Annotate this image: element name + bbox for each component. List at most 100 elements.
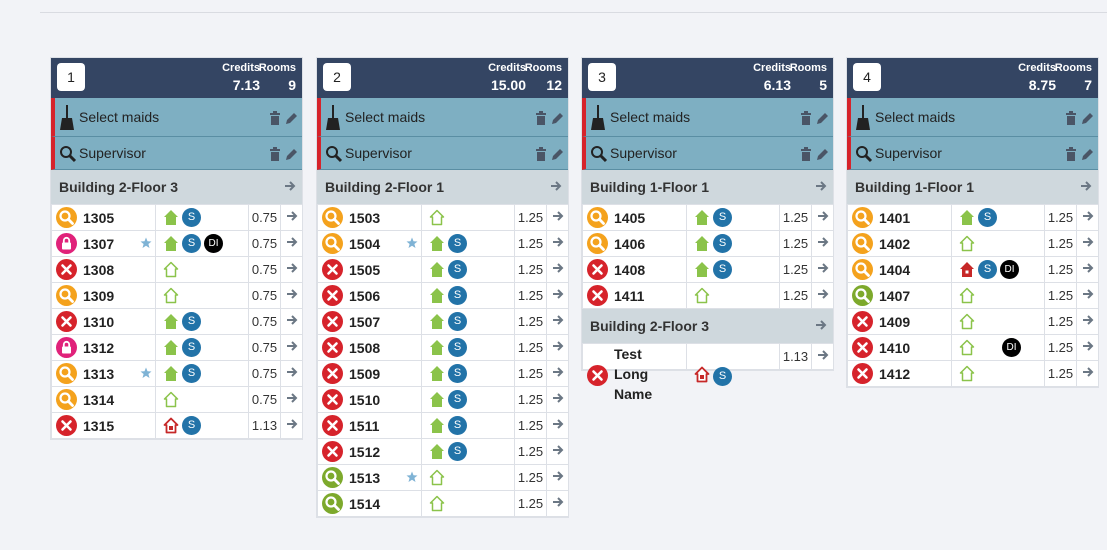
dirty-status-icon[interactable] xyxy=(587,259,608,280)
arrow-right-icon[interactable] xyxy=(1076,204,1099,231)
room-cell[interactable]: 1410 xyxy=(847,334,952,361)
inspect-status-icon[interactable] xyxy=(322,207,343,228)
room-cell[interactable]: 1514 xyxy=(317,490,422,517)
room-cell[interactable]: 1309 xyxy=(51,282,156,309)
room-status-cell[interactable]: S xyxy=(686,204,780,231)
supervisor-row[interactable]: Supervisor xyxy=(317,137,568,170)
dirty-status-icon[interactable] xyxy=(322,337,343,358)
room-cell[interactable]: 1504 xyxy=(317,230,422,257)
dirty-status-icon[interactable] xyxy=(852,311,873,332)
room-cell[interactable]: 1402 xyxy=(847,230,952,257)
room-status-cell[interactable] xyxy=(686,282,780,309)
room-row[interactable]: 1408 S 1.25 xyxy=(582,256,834,283)
arrow-right-icon[interactable] xyxy=(546,308,569,335)
arrow-right-icon[interactable] xyxy=(546,204,569,231)
room-row[interactable]: 1410 DI 1.25 xyxy=(847,334,1099,361)
room-status-cell[interactable]: S xyxy=(686,230,780,257)
room-status-cell[interactable]: S xyxy=(686,256,780,283)
arrow-right-icon[interactable] xyxy=(546,464,569,491)
arrow-right-icon[interactable] xyxy=(546,412,569,439)
trash-icon[interactable] xyxy=(269,147,281,162)
arrow-right-icon[interactable] xyxy=(811,204,834,231)
room-status-cell[interactable] xyxy=(951,282,1045,309)
pencil-icon[interactable] xyxy=(551,148,564,161)
inspect-status-icon[interactable] xyxy=(56,207,77,228)
room-status-cell[interactable] xyxy=(421,490,515,517)
room-cell[interactable]: 1409 xyxy=(847,308,952,335)
room-status-cell[interactable]: S xyxy=(421,386,515,413)
room-cell[interactable]: 1510 xyxy=(317,386,422,413)
room-status-cell[interactable]: S xyxy=(421,308,515,335)
inspect-status-icon[interactable] xyxy=(852,207,873,228)
arrow-right-icon[interactable] xyxy=(280,360,303,387)
room-cell[interactable]: 1407 xyxy=(847,282,952,309)
building-header[interactable]: Building 2-Floor 1 xyxy=(317,170,568,204)
room-cell[interactable]: 1307 xyxy=(51,230,156,257)
clean-status-icon[interactable] xyxy=(852,285,873,306)
room-row[interactable]: 1513 1.25 xyxy=(317,464,569,491)
room-cell[interactable]: 1508 xyxy=(317,334,422,361)
trash-icon[interactable] xyxy=(1065,147,1077,162)
room-cell[interactable]: 1312 xyxy=(51,334,156,361)
arrow-right-icon[interactable] xyxy=(546,256,569,283)
room-cell[interactable]: 1509 xyxy=(317,360,422,387)
arrow-right-icon[interactable] xyxy=(546,282,569,309)
dirty-status-icon[interactable] xyxy=(852,363,873,384)
room-cell[interactable]: 1401 xyxy=(847,204,952,231)
arrow-right-icon[interactable] xyxy=(546,334,569,361)
arrow-right-icon[interactable] xyxy=(1076,334,1099,361)
room-row[interactable]: 1510 S 1.25 xyxy=(317,386,569,413)
arrow-right-icon[interactable] xyxy=(1076,230,1099,257)
building-header[interactable]: Building 1-Floor 1 xyxy=(847,170,1098,204)
dirty-status-icon[interactable] xyxy=(322,415,343,436)
arrow-right-icon[interactable] xyxy=(811,343,834,370)
room-row[interactable]: 1509 S 1.25 xyxy=(317,360,569,387)
dirty-status-icon[interactable] xyxy=(322,389,343,410)
room-cell[interactable]: 1505 xyxy=(317,256,422,283)
trash-icon[interactable] xyxy=(269,111,281,126)
trash-icon[interactable] xyxy=(800,111,812,126)
arrow-right-icon[interactable] xyxy=(546,438,569,465)
room-row[interactable]: 1312 S 0.75 xyxy=(51,334,303,361)
arrow-right-icon[interactable] xyxy=(280,256,303,283)
room-row[interactable]: 1315 S 1.13 xyxy=(51,412,303,439)
room-cell[interactable]: 1506 xyxy=(317,282,422,309)
room-row[interactable]: 1508 S 1.25 xyxy=(317,334,569,361)
room-row[interactable]: 1309 0.75 xyxy=(51,282,303,309)
pencil-icon[interactable] xyxy=(551,112,564,125)
room-row[interactable]: 1407 1.25 xyxy=(847,282,1099,309)
room-row[interactable]: 1411 1.25 xyxy=(582,282,834,309)
room-cell[interactable]: 1503 xyxy=(317,204,422,231)
arrow-right-icon[interactable] xyxy=(1076,282,1099,309)
room-row[interactable]: 1506 S 1.25 xyxy=(317,282,569,309)
pencil-icon[interactable] xyxy=(1081,112,1094,125)
arrow-right-icon[interactable] xyxy=(280,386,303,413)
dirty-status-icon[interactable] xyxy=(587,285,608,306)
room-cell[interactable]: 1313 xyxy=(51,360,156,387)
room-row[interactable]: 1504 S 1.25 xyxy=(317,230,569,257)
room-status-cell[interactable] xyxy=(951,230,1045,257)
room-row[interactable]: 1305 S 0.75 xyxy=(51,204,303,231)
arrow-right-icon[interactable] xyxy=(280,204,303,231)
pencil-icon[interactable] xyxy=(285,148,298,161)
building-header[interactable]: Building 1-Floor 1 xyxy=(582,170,833,204)
room-row[interactable]: 1404 S DI 1.25 xyxy=(847,256,1099,283)
room-cell[interactable]: 1512 xyxy=(317,438,422,465)
room-cell[interactable]: 1404 xyxy=(847,256,952,283)
room-status-cell[interactable]: S xyxy=(421,256,515,283)
room-status-cell[interactable]: S xyxy=(421,334,515,361)
room-row[interactable]: 1503 1.25 xyxy=(317,204,569,231)
inspect-status-icon[interactable] xyxy=(56,389,77,410)
arrow-right-icon[interactable] xyxy=(280,282,303,309)
room-status-cell[interactable]: DI xyxy=(951,334,1045,361)
room-status-cell[interactable] xyxy=(951,308,1045,335)
room-row[interactable]: 1310 S 0.75 xyxy=(51,308,303,335)
room-status-cell[interactable]: S xyxy=(421,438,515,465)
room-cell[interactable]: 1405 xyxy=(582,204,687,231)
room-row[interactable]: 1307 S DI 0.75 xyxy=(51,230,303,257)
room-cell[interactable]: 1513 xyxy=(317,464,422,491)
room-row[interactable]: 1401 S 1.25 xyxy=(847,204,1099,231)
room-row[interactable]: 1406 S 1.25 xyxy=(582,230,834,257)
clean-status-icon[interactable] xyxy=(322,467,343,488)
arrow-right-icon[interactable] xyxy=(811,230,834,257)
